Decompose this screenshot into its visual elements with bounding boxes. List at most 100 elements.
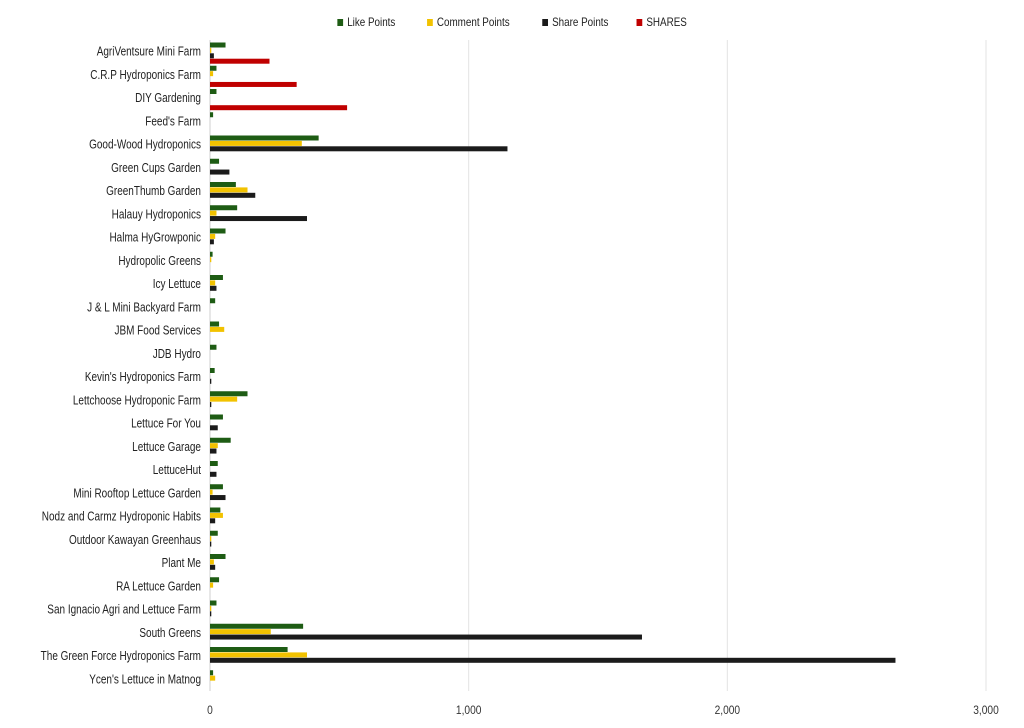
bar — [210, 657, 896, 663]
x-tick-label: 1,000 — [456, 704, 482, 717]
bar — [210, 582, 214, 588]
legend-label: Share Points — [551, 15, 609, 29]
legend-item: SHARES — [636, 15, 688, 29]
bar — [210, 89, 217, 94]
bar — [210, 112, 214, 118]
bar — [210, 239, 214, 245]
bar — [210, 647, 288, 652]
bar — [210, 216, 307, 222]
bar — [210, 564, 216, 570]
bar — [210, 368, 215, 373]
category-label: Lettuce For You — [131, 418, 201, 431]
bar — [210, 158, 220, 164]
category-label: LettuceHut — [153, 464, 202, 477]
legend-swatch — [541, 18, 548, 26]
category-label: Plant Me — [162, 557, 201, 570]
x-tick-label: 2,000 — [715, 704, 741, 717]
bar — [210, 577, 220, 583]
category-label: Lettuce Garage — [132, 441, 201, 454]
bar — [210, 448, 217, 454]
bar — [210, 81, 297, 87]
category-label: JDB Hydro — [153, 348, 201, 361]
category-label: South Greens — [139, 627, 201, 640]
bar — [210, 489, 213, 495]
category-label: Nodz and Carmz Hydroponic Habits — [42, 511, 202, 524]
category-label: AgriVentsure Mini Farm — [97, 46, 201, 59]
bar — [210, 228, 226, 234]
bar — [210, 611, 212, 617]
bar — [210, 210, 217, 216]
bar — [210, 461, 218, 466]
bar — [210, 530, 218, 536]
bar — [210, 675, 216, 681]
bar — [210, 605, 212, 611]
legend-label: Like Points — [347, 15, 396, 29]
category-label: The Green Force Hydroponics Farm — [41, 650, 201, 663]
category-label: San Ignacio Agri and Lettuce Farm — [47, 604, 201, 617]
bar — [210, 169, 230, 175]
category-label: Lettchoose Hydroponic Farm — [73, 394, 201, 407]
bar — [210, 58, 270, 64]
category-label: Halma HyGrowponic — [109, 232, 201, 245]
bar — [210, 670, 214, 676]
category-label: JBM Food Services — [114, 325, 201, 338]
bar — [210, 135, 319, 141]
bar — [210, 652, 307, 658]
bar — [210, 182, 236, 187]
category-label: RA Lettuce Garden — [116, 580, 201, 593]
bar — [210, 512, 223, 518]
category-label: Green Cups Garden — [111, 162, 201, 175]
category-label: Feed's Farm — [145, 115, 201, 128]
bar — [210, 484, 223, 490]
bar — [210, 402, 212, 408]
x-tick-label: 3,000 — [973, 704, 999, 717]
bar — [210, 105, 348, 111]
bar — [210, 414, 223, 420]
bar — [210, 623, 304, 629]
bar — [210, 443, 218, 449]
category-label: Icy Lettuce — [153, 278, 201, 291]
bar — [210, 518, 216, 524]
legend-label: SHARES — [646, 15, 688, 29]
category-label: Ycen's Lettuce in Matnog — [89, 673, 201, 686]
bar — [210, 629, 271, 635]
legend-item: Comment Points — [427, 15, 510, 29]
bar — [210, 554, 226, 559]
category-label: Kevin's Hydroponics Farm — [85, 371, 201, 384]
bar — [210, 559, 214, 565]
category-label: DIY Gardening — [135, 92, 201, 105]
bar — [210, 275, 223, 280]
category-label: Mini Rooftop Lettuce Garden — [73, 487, 201, 500]
legend-label: Comment Points — [436, 15, 510, 29]
category-label: Good-Wood Hydroponics — [89, 139, 201, 152]
bar — [210, 396, 238, 402]
legend-item: Like Points — [337, 15, 396, 29]
bar — [210, 71, 214, 77]
legend-swatch — [337, 18, 344, 26]
bar — [210, 251, 213, 257]
bar — [210, 205, 238, 211]
chart-legend: Like Points Comment Points Share Points SHA… — [0, 15, 1024, 29]
bar — [210, 285, 217, 291]
bar — [210, 192, 256, 198]
bar — [210, 536, 212, 542]
bar — [210, 541, 212, 547]
bar — [210, 437, 231, 443]
bar — [210, 280, 216, 286]
category-label: Outdoor Kawayan Greenhaus — [69, 534, 201, 547]
category-label: C.R.P Hydroponics Farm — [90, 69, 201, 82]
bar — [210, 344, 217, 350]
legend-item: Share Points — [541, 15, 609, 29]
category-label: J & L Mini Backyard Farm — [87, 301, 201, 314]
bar — [210, 495, 226, 501]
bar — [210, 53, 214, 59]
x-tick-label: 0 — [207, 704, 213, 717]
category-label: Halauy Hydroponics — [112, 208, 202, 221]
bar — [210, 378, 212, 384]
bar — [210, 257, 212, 263]
bar — [210, 425, 218, 431]
bar — [210, 507, 221, 513]
bar — [210, 187, 248, 193]
bar — [210, 321, 220, 327]
bar — [210, 65, 217, 71]
